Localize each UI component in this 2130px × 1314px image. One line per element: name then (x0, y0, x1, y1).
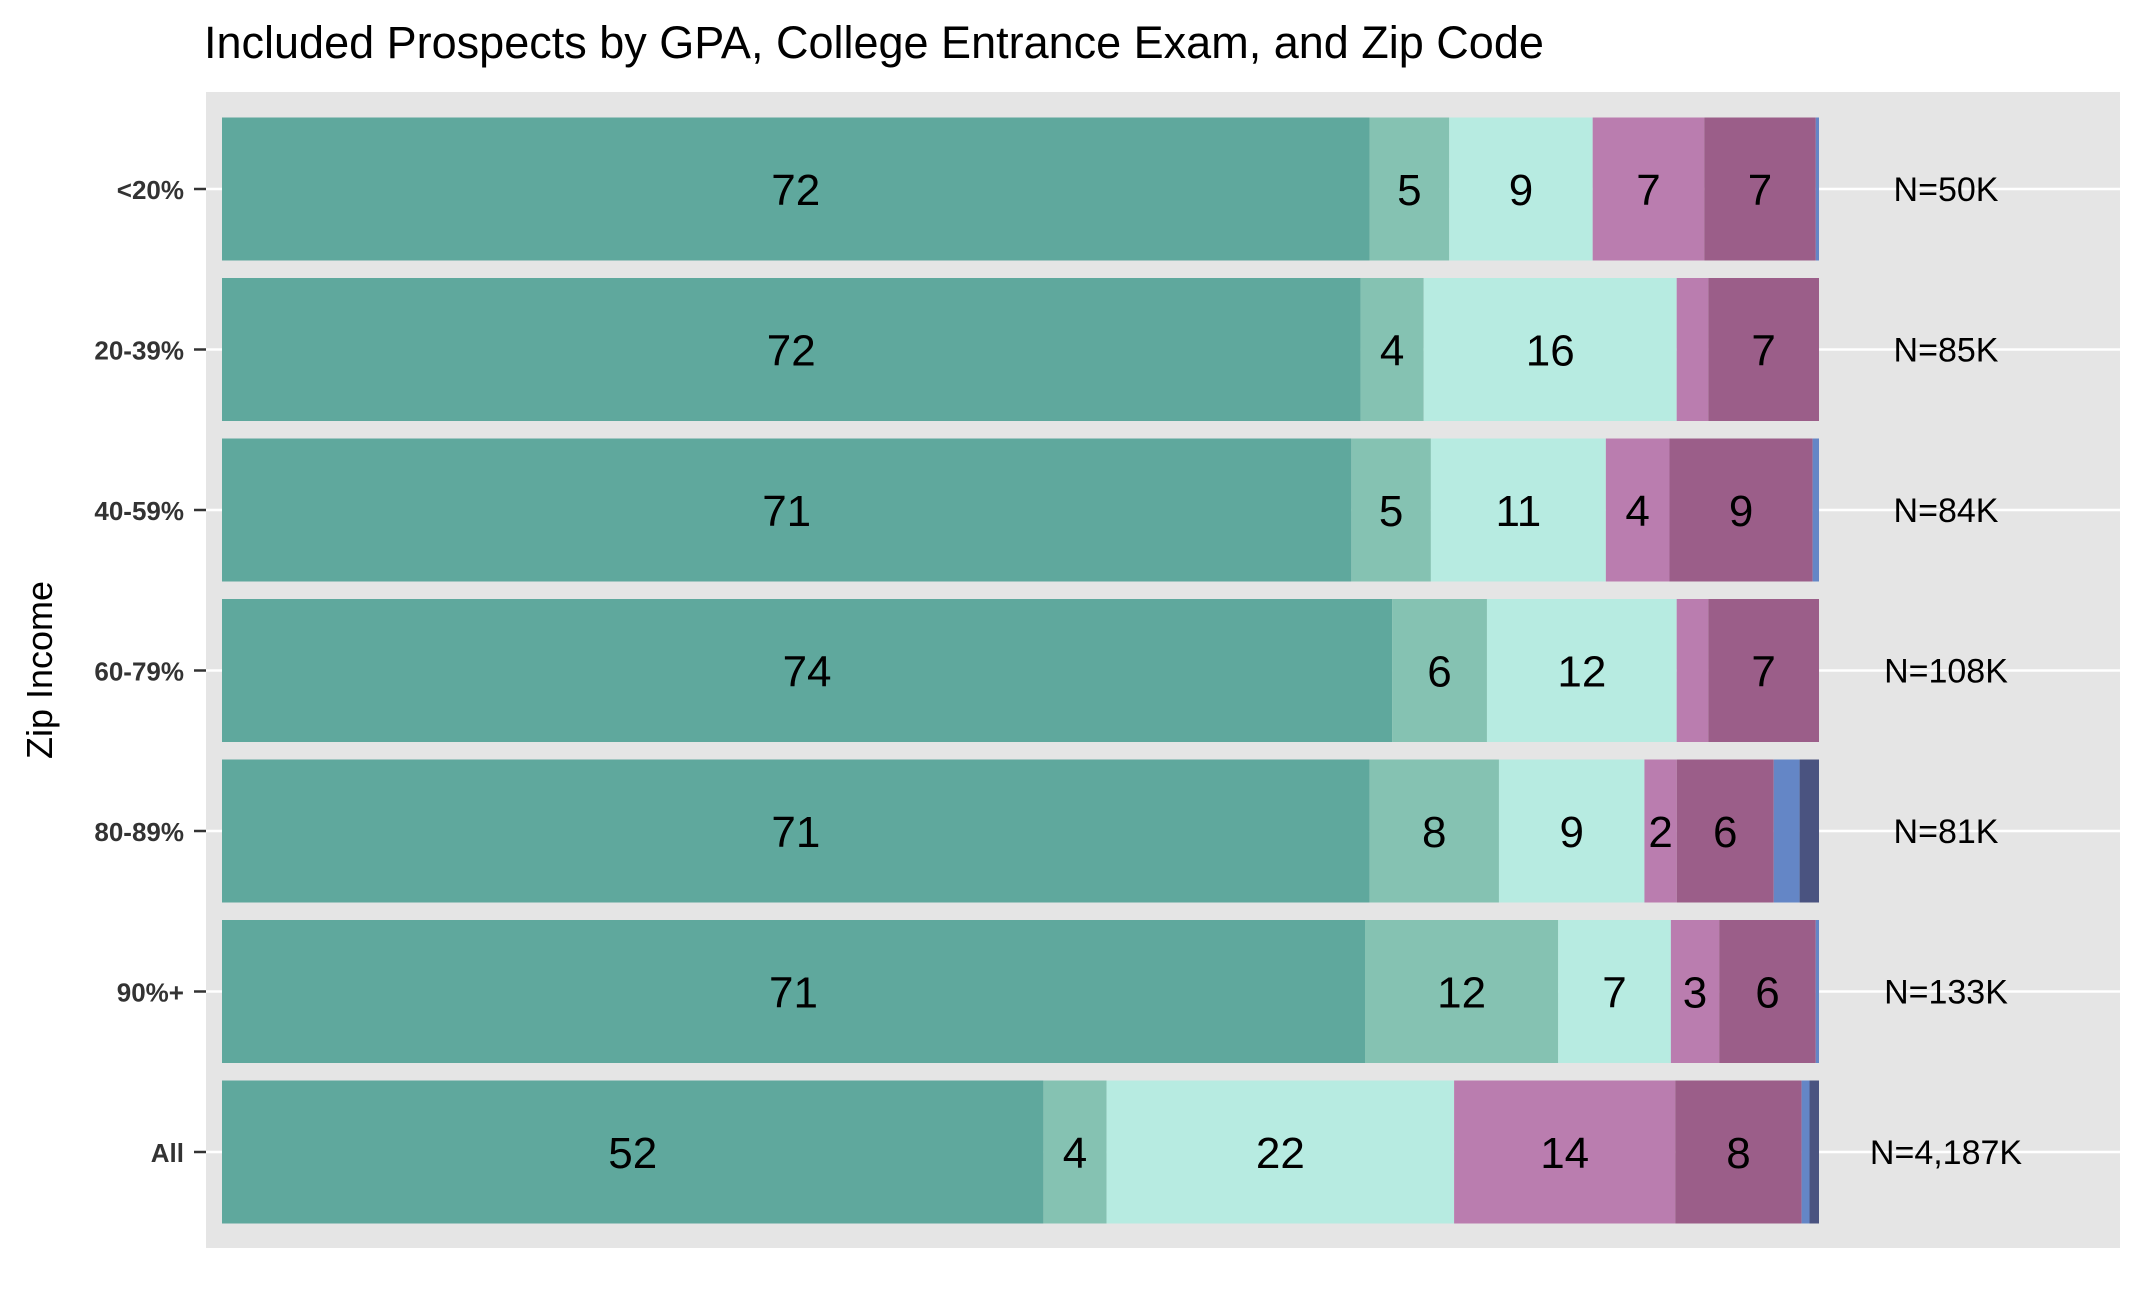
n-label: N=85K (1894, 332, 1999, 370)
bar-segment (1454, 1080, 1676, 1224)
bar-segment (1449, 117, 1593, 261)
n-label: N=4,187K (1870, 1134, 2022, 1172)
y-axis-label: Zip Income (19, 581, 60, 759)
y-tick-label: <20% (117, 175, 184, 205)
n-label: N=81K (1894, 813, 1999, 851)
y-tick-label: 60-79% (94, 657, 184, 687)
data-label: 11 (1496, 487, 1542, 536)
data-label: 7 (1751, 327, 1775, 376)
data-label: 7 (1751, 648, 1775, 697)
data-label: 9 (1559, 808, 1583, 857)
bar-segment (1351, 438, 1431, 582)
bar-segment (1106, 1080, 1455, 1224)
data-label: 6 (1755, 969, 1779, 1018)
data-label: 71 (771, 808, 820, 857)
bar-segments (222, 117, 1819, 1224)
bar-segment (1558, 920, 1671, 1063)
chart-title: Included Prospects by GPA, College Entra… (204, 17, 1544, 68)
data-label: 12 (1437, 969, 1486, 1018)
y-tick-label: 90%+ (117, 978, 184, 1008)
bar-segment (1369, 759, 1499, 903)
data-label: 6 (1713, 808, 1737, 857)
bar-segment (1809, 1080, 1819, 1224)
bar-segment (1815, 920, 1819, 1063)
bar-segment (222, 1080, 1044, 1224)
segment-labels: 72 5 9 7 772 4 16 771 5 11 4 974 6 12 771 8 9 2 671 12 7 3 652… (608, 166, 1780, 1178)
bar-segment (1815, 117, 1819, 261)
bar-segment (1708, 599, 1819, 742)
bar-segment (1676, 759, 1774, 903)
bar-segment (1669, 438, 1813, 582)
bar-segment (1392, 599, 1487, 742)
data-label: 4 (1063, 1129, 1087, 1178)
data-label: 16 (1526, 327, 1575, 376)
data-label: 8 (1726, 1129, 1750, 1178)
bar-segment (1799, 759, 1819, 903)
bar-segment (1708, 278, 1819, 421)
bar-segment (222, 920, 1366, 1063)
data-label: 74 (783, 648, 832, 697)
y-axis-ticks: <20% 20-39% 40-59% 60-79% 80-89% 90%+ All (94, 175, 206, 1168)
bar-segment (1605, 438, 1670, 582)
n-labels: N=50K N=85K N=84K N=108K N=81K N=133K N=4,187K (1870, 171, 2022, 1172)
bar-segment (1644, 759, 1677, 903)
bar-segment (222, 599, 1393, 742)
bar-segment (222, 117, 1370, 261)
bar-segment (1043, 1080, 1107, 1224)
data-label: 71 (762, 487, 811, 536)
data-label: 72 (767, 327, 816, 376)
bar-segment (1670, 920, 1720, 1063)
bar-segment (1360, 278, 1424, 421)
bar-segment (1365, 920, 1559, 1063)
n-label: N=84K (1894, 492, 1999, 530)
data-label: 4 (1380, 327, 1404, 376)
y-tick-label: 20-39% (94, 336, 184, 366)
data-label: 52 (608, 1129, 657, 1178)
data-label: 22 (1256, 1129, 1305, 1178)
data-label: 12 (1557, 648, 1606, 697)
data-label: 5 (1397, 166, 1421, 215)
bar-segment (1369, 117, 1450, 261)
bar-segment (1676, 278, 1709, 421)
data-label: 9 (1729, 487, 1753, 536)
bar-segment (1704, 117, 1816, 261)
y-tick-label: 40-59% (94, 496, 184, 526)
data-label: 6 (1427, 648, 1451, 697)
data-label: 4 (1625, 487, 1649, 536)
bar-segment (1719, 920, 1816, 1063)
bar-segment (1675, 1080, 1802, 1224)
bar-segment (1801, 1080, 1810, 1224)
bar-segment (222, 438, 1352, 582)
y-tick-label: 80-89% (94, 817, 184, 847)
bar-segment (1498, 759, 1645, 903)
data-label: 72 (771, 166, 820, 215)
bar-segment (1773, 759, 1800, 903)
data-label: 7 (1636, 166, 1660, 215)
data-label: 2 (1648, 808, 1672, 857)
data-label: 7 (1748, 166, 1772, 215)
bar-segment (222, 278, 1361, 421)
bar-segment (1430, 438, 1606, 582)
n-label: N=50K (1894, 171, 1999, 209)
bar-segment (1676, 599, 1709, 742)
bar-segment (1592, 117, 1705, 261)
data-label: 14 (1540, 1129, 1589, 1178)
y-tick-label: All (151, 1138, 184, 1168)
data-label: 71 (769, 969, 818, 1018)
data-label: 7 (1602, 969, 1626, 1018)
bar-segment (1423, 278, 1677, 421)
data-label: 3 (1683, 969, 1707, 1018)
n-label: N=108K (1884, 653, 2008, 691)
data-label: 5 (1379, 487, 1403, 536)
data-label: 8 (1422, 808, 1446, 857)
n-label: N=133K (1884, 974, 2008, 1012)
bar-segment (1486, 599, 1677, 742)
bar-segment (1812, 438, 1819, 582)
data-label: 9 (1509, 166, 1533, 215)
bar-segment (222, 759, 1370, 903)
